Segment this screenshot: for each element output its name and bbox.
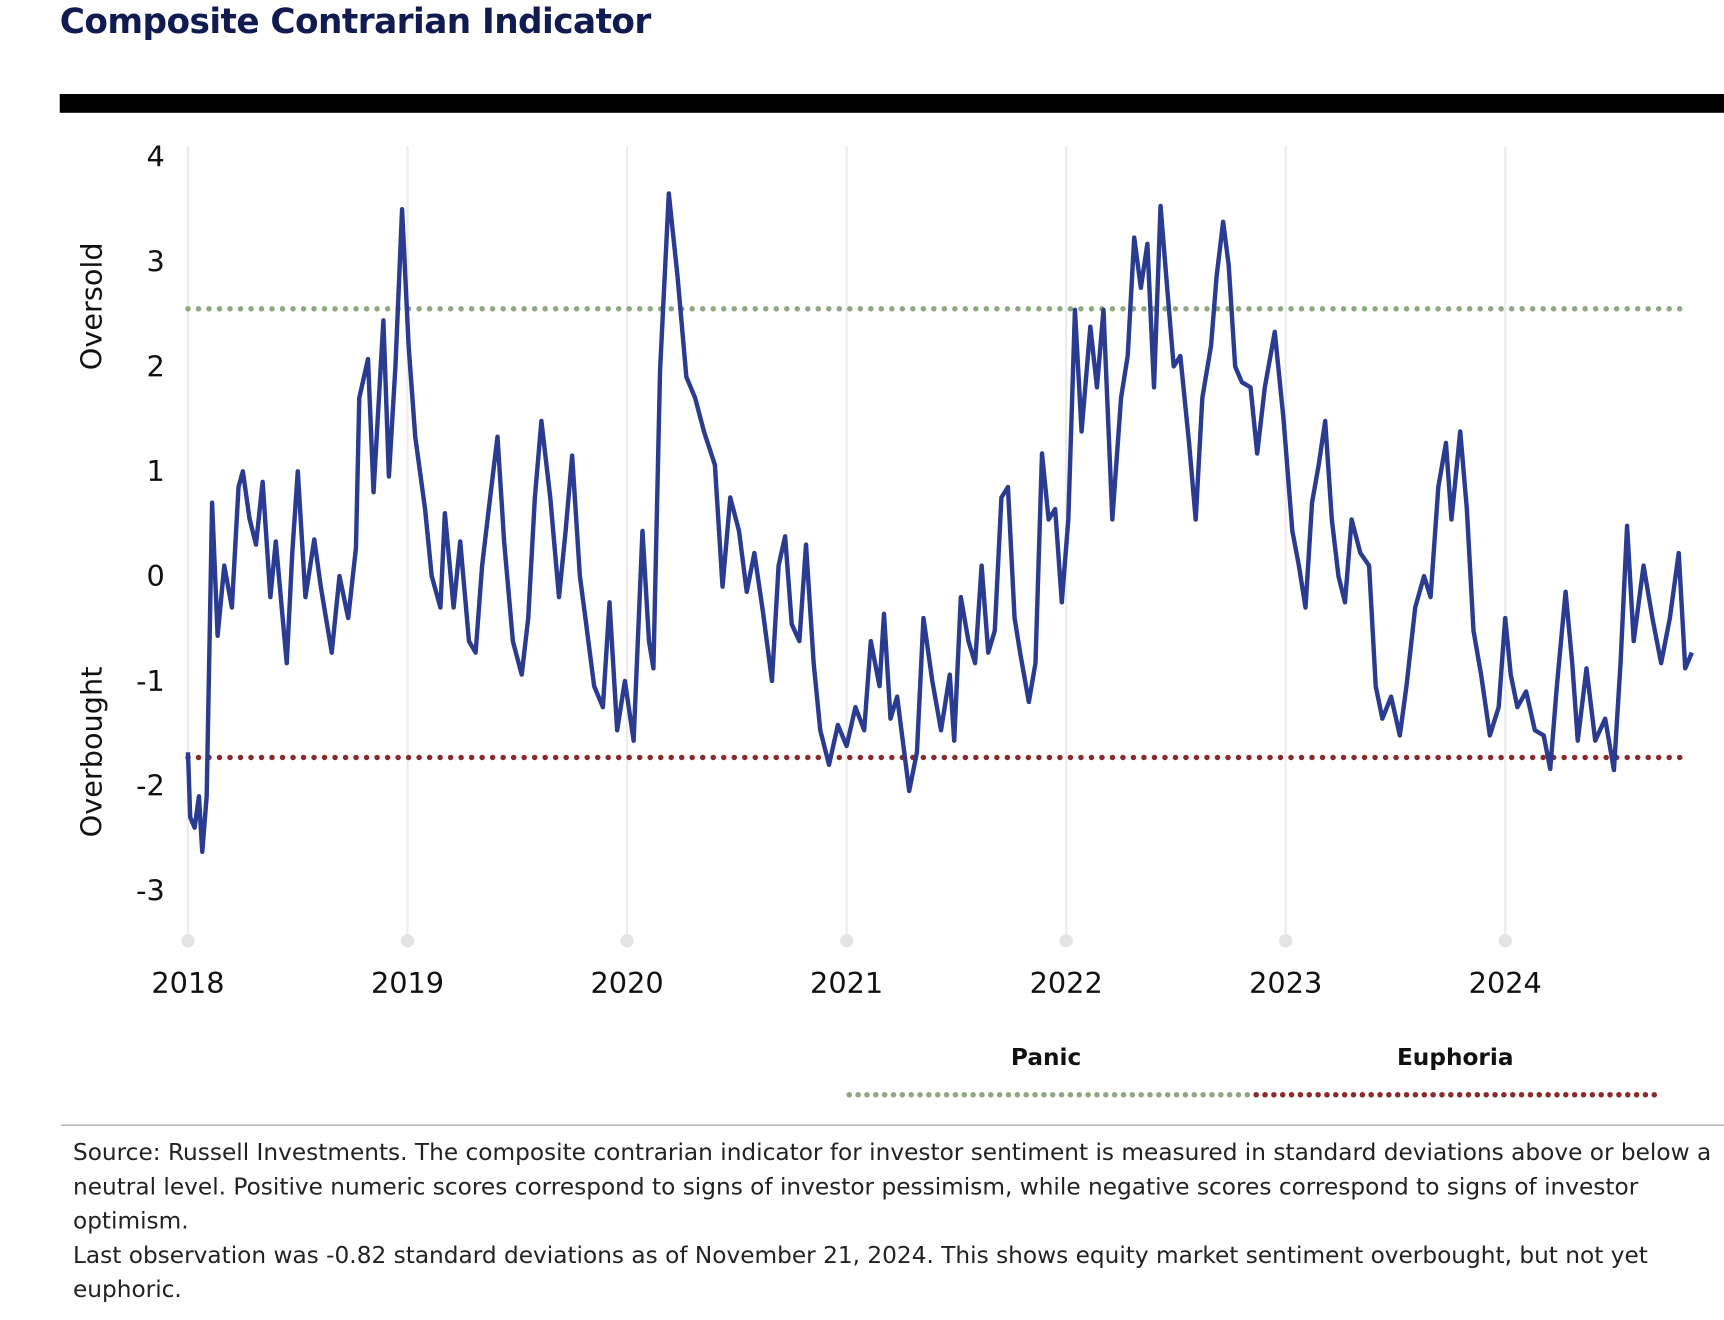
x-tick-label: 2019 — [371, 966, 444, 1000]
legend-label: Euphoria — [1397, 1044, 1514, 1071]
header-bar — [59, 93, 1724, 113]
divider — [60, 1124, 1724, 1126]
tick-mark — [400, 934, 415, 948]
x-tick-label: 2022 — [1030, 966, 1103, 1000]
tick-mark — [1279, 934, 1293, 948]
y-tick-label: 3 — [146, 245, 164, 279]
tick-mark — [181, 934, 195, 948]
chart-title: Composite Contrarian Indicator — [59, 2, 652, 43]
x-tick-label: 2018 — [151, 966, 224, 1000]
x-tick-label: 2023 — [1249, 966, 1322, 1000]
tick-mark — [839, 934, 854, 948]
y-tick-label: 0 — [146, 559, 164, 593]
y-tick-label: -2 — [136, 769, 165, 803]
y-tick-label: -1 — [136, 664, 165, 698]
tick-mark — [1059, 934, 1073, 948]
y-tick-label: 4 — [146, 140, 164, 174]
note: Source: Russell Investments. The composi… — [72, 1138, 1712, 1235]
x-tick-label: 2021 — [810, 966, 883, 1000]
tick-mark — [1498, 934, 1512, 948]
y-tick-label: -3 — [136, 874, 165, 908]
y-tick-label: 2 — [146, 349, 164, 383]
note: Last observation was -0.82 standard devi… — [72, 1241, 1648, 1303]
y-tick-label: 1 — [146, 454, 164, 488]
axis-annotation: Oversold — [75, 242, 109, 370]
x-tick-label: 2024 — [1469, 966, 1542, 1000]
x-tick-label: 2020 — [590, 966, 663, 1000]
axis-annotation: Overbought — [75, 666, 109, 837]
tick-mark — [620, 934, 634, 948]
chart: 2018 2019 2020 2021 2022 2023 2024 -3 -2 -1 0 1 2 3 4 O… — [75, 140, 1694, 1098]
legend-label: Panic — [1011, 1044, 1081, 1071]
data-line — [185, 191, 1694, 855]
notes: Source: Russell Investments. The composi… — [73, 1136, 1715, 1307]
